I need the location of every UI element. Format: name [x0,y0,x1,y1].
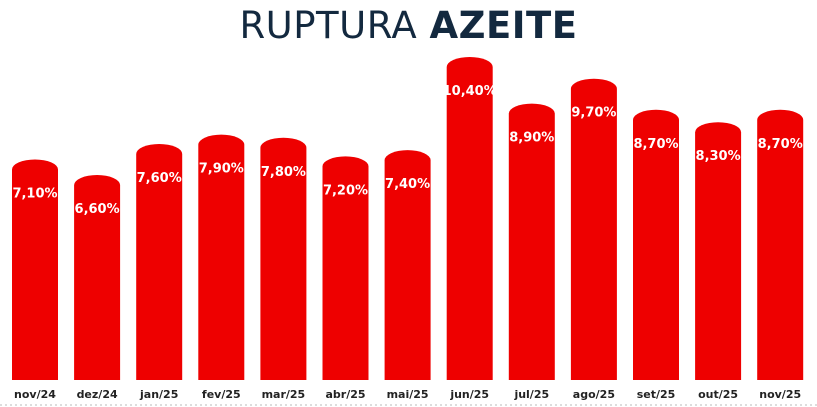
category-label-nov-24: nov/24 [14,388,56,401]
value-labels-group: 7,10% 6,60% 7,60% 7,90% 7,80% 7,20% 7,40% 10,40… [12,84,802,217]
bar-abr-25 [322,156,369,380]
chart-title: RUPTURA AZEITE [0,4,817,48]
data-label-jun-25: 10,40% [443,84,497,99]
bar-fev-25 [198,134,245,380]
data-label-abr-25: 7,20% [323,183,368,198]
data-label-dez-24: 6,60% [75,202,120,217]
category-label-set-25: set/25 [637,388,676,401]
bars-group [12,57,804,381]
category-label-mai-25: mai/25 [387,388,429,401]
chart-title-part-1: RUPTURA [239,4,418,47]
data-label-jan-25: 7,60% [137,171,182,186]
category-labels-group: nov/24 dez/24 jan/25 fev/25 mar/25 abr/25 mai/… [14,388,801,401]
bar-nov-25 [757,109,804,380]
bar-out-25 [695,122,742,380]
bar-jun-25 [446,57,493,381]
data-label-fev-25: 7,90% [199,162,244,177]
bar-mar-25 [260,137,307,380]
data-label-nov-25: 8,70% [758,137,803,152]
category-label-jan-25: jan/25 [139,388,178,401]
category-label-jul-25: jul/25 [513,388,549,401]
data-label-set-25: 8,70% [633,137,678,152]
category-label-out-25: out/25 [698,388,738,401]
data-label-ago-25: 9,70% [571,106,616,121]
bar-set-25 [633,109,679,380]
data-label-mai-25: 7,40% [385,177,430,192]
bar-jul-25 [508,103,555,380]
data-label-mar-25: 7,80% [261,165,306,180]
data-label-out-25: 8,30% [696,149,741,164]
category-label-fev-25: fev/25 [202,388,241,401]
data-label-nov-24: 7,10% [12,186,57,201]
category-label-ago-25: ago/25 [573,388,615,401]
bar-dez-24 [74,175,121,380]
category-label-dez-24: dez/24 [77,388,118,401]
category-label-jun-25: jun/25 [449,388,489,401]
chart-title-part-2: AZEITE [429,4,578,47]
bar-jan-25 [136,143,183,380]
data-label-jul-25: 8,90% [509,131,554,146]
bar-ago-25 [570,78,617,380]
category-label-abr-25: abr/25 [325,388,365,401]
bar-nov-24 [12,159,59,380]
category-label-mar-25: mar/25 [262,388,306,401]
category-label-nov-25: nov/25 [759,388,801,401]
bar-mai-25 [384,150,431,380]
